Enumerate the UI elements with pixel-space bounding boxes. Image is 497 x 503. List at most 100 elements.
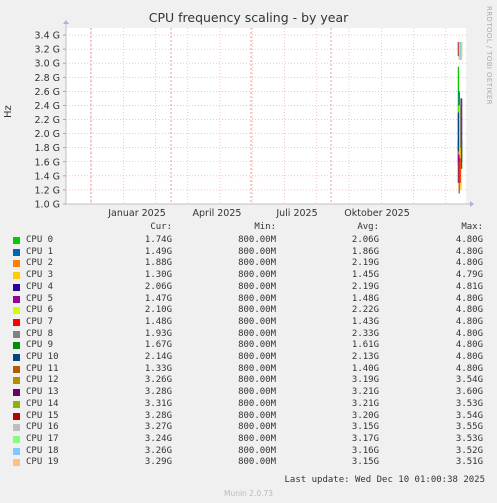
legend-row: CPU 19 3.29G 800.00M 3.15G 3.51G [0,457,497,468]
legend-series-name: CPU 4 [26,281,54,292]
legend-value-min: 800.00M [238,328,276,339]
legend-value-avg: 3.15G [351,422,379,433]
legend-value-avg: 1.45G [351,270,379,281]
legend-series-name: CPU 5 [26,293,54,304]
legend-row: CPU 18 3.26G 800.00M 3.16G 3.52G [0,446,497,457]
legend-value-cur: 3.28G [144,387,172,398]
legend-value-max: 4.80G [455,352,483,362]
legend-value-min: 800.00M [238,363,276,374]
y-tick-label: 3.0 G [35,59,61,70]
legend-value-max: 3.53G [455,433,483,444]
y-tick-label: 1.8 G [35,143,61,154]
legend-swatch [13,400,20,408]
legend-value-min: 800.00M [238,281,276,292]
y-tick-label: 2.2 G [35,115,61,126]
legend-swatch [13,354,20,361]
legend-value-cur: 3.31G [144,398,172,409]
rrdtool-watermark: RRDTOOL / TOBI OETIKER [485,6,493,105]
legend-value-min: 800.00M [238,258,276,269]
x-axis-arrow [470,201,474,207]
legend-swatch [13,295,20,303]
y-axis-arrow [63,20,69,24]
x-tick-label: Januar 2025 [107,208,166,219]
legend-value-avg: 1.43G [351,316,379,327]
legend-series-name: CPU 15 [26,410,59,421]
legend-value-max: 4.80G [455,363,483,374]
legend-value-cur: 1.30G [144,270,172,281]
legend-value-cur: 3.29G [144,457,172,468]
legend-value-max: 4.80G [455,293,483,304]
legend-row: CPU 11 1.33G 800.00M 1.40G 4.80G [0,364,497,375]
y-tick-label: 3.2 G [35,45,61,56]
legend-value-min: 800.00M [238,410,276,421]
legend-series-name: CPU 0 [26,235,54,245]
legend-value-max: 3.54G [455,375,483,386]
legend-value-max: 4.80G [455,258,483,269]
legend-swatch [13,307,20,315]
legend-series-name: CPU 12 [26,375,59,386]
legend-row: CPU 17 3.24G 800.00M 3.17G 3.53G [0,434,497,445]
y-tick-label: 2.6 G [35,87,61,98]
legend-swatch [13,318,20,326]
legend-value-min: 800.00M [238,293,276,304]
legend-swatch [13,330,20,338]
legend-series-name: CPU 18 [26,445,59,456]
legend-column-avg: Avg: [357,222,379,232]
legend-value-cur: 1.67G [144,340,172,351]
legend-series-name: CPU 10 [26,352,59,362]
x-tick-label: Oktober 2025 [344,208,410,219]
legend-swatch [13,412,20,420]
legend-value-cur: 1.74G [144,235,172,245]
legend-swatch [13,272,20,280]
legend-series-name: CPU 9 [26,340,54,351]
legend-value-min: 800.00M [238,246,276,257]
legend-series-name: CPU 16 [26,422,59,433]
legend-swatch [13,459,20,467]
legend-swatch [13,365,20,373]
legend-value-max: 3.52G [455,445,483,456]
legend-value-avg: 2.33G [351,328,379,339]
legend-value-min: 800.00M [238,422,276,433]
legend-series-name: CPU 14 [26,398,59,409]
legend-value-max: 4.81G [455,281,483,292]
legend-swatch [13,342,20,350]
legend-series-name: CPU 6 [26,305,54,316]
legend-row: CPU 6 2.10G 800.00M 2.22G 4.80G [0,305,497,316]
legend-value-cur: 2.06G [144,281,172,292]
legend-series-name: CPU 7 [26,316,54,327]
legend-swatch [13,283,20,291]
x-tick-label: Juli 2025 [275,208,317,219]
legend-header: Cur: Min: Avg: Max: [0,222,497,233]
last-update: Last update: Wed Dec 10 01:00:38 2025 [284,475,485,485]
plot-area [66,28,466,204]
legend-value-avg: 3.19G [351,375,379,386]
legend-row: CPU 7 1.48G 800.00M 1.43G 4.80G [0,317,497,328]
legend-row: CPU 10 2.14G 800.00M 2.13G 4.80G [0,352,497,363]
y-tick-label: 1.6 G [35,157,61,168]
legend-value-min: 800.00M [238,387,276,398]
legend-swatch [13,435,20,443]
chart-plot: 1.0 G 1.2 G 1.4 G 1.6 G 1.8 G 2.0 G 2.2 G 2.4 G… [35,20,474,219]
legend-value-max: 4.80G [455,328,483,339]
legend-value-cur: 1.47G [144,293,172,304]
legend-swatch [13,260,20,268]
legend-value-min: 800.00M [238,270,276,281]
legend-row: CPU 5 1.47G 800.00M 1.48G 4.80G [0,294,497,305]
legend-value-min: 800.00M [238,352,276,362]
legend-value-min: 800.00M [238,375,276,386]
y-tick-label: 3.4 G [35,31,61,42]
legend-value-max: 4.80G [455,246,483,257]
legend-row: CPU 16 3.27G 800.00M 3.15G 3.55G [0,422,497,433]
legend-value-min: 800.00M [238,445,276,456]
legend-value-max: 3.55G [455,422,483,433]
legend-value-min: 800.00M [238,340,276,351]
legend-value-avg: 3.16G [351,445,379,456]
legend-value-avg: 1.48G [351,293,379,304]
chart-title: CPU frequency scaling - by year [148,10,349,25]
legend-row: CPU 2 1.88G 800.00M 2.19G 4.80G [0,258,497,269]
x-tick-label: April 2025 [193,208,242,219]
legend-series-name: CPU 19 [26,457,59,468]
legend-value-cur: 3.28G [144,410,172,421]
legend-value-max: 4.80G [455,235,483,245]
legend-series-name: CPU 1 [26,246,54,257]
